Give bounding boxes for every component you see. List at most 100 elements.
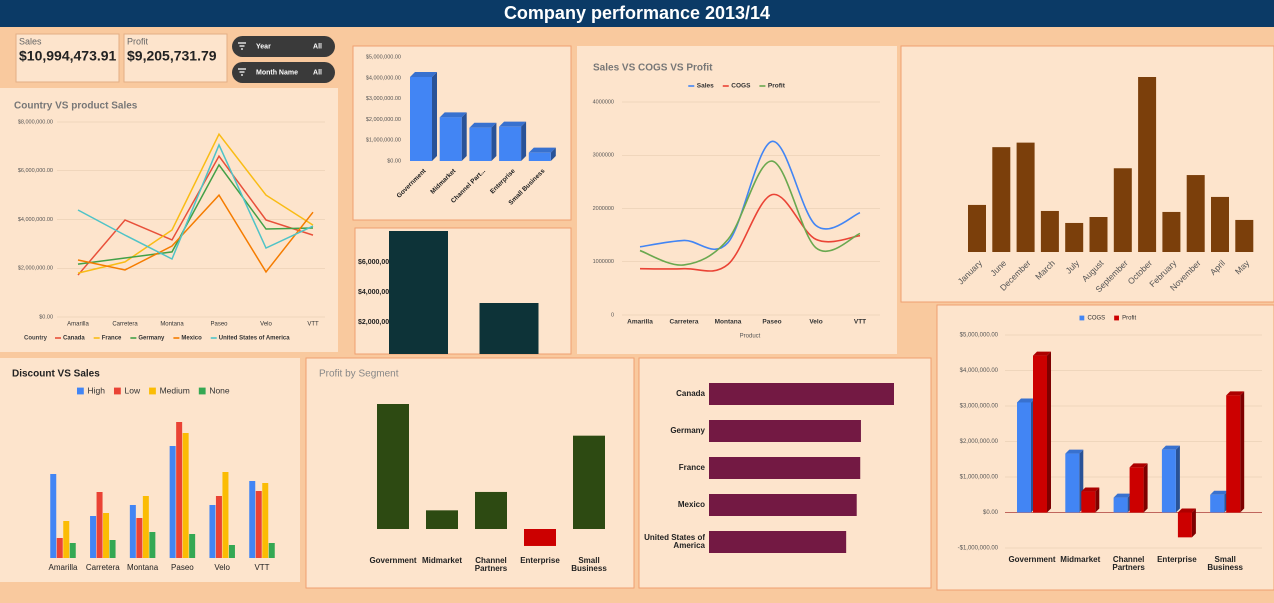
x-tick-label: Midmarket [421, 557, 462, 565]
filter-icon [238, 68, 246, 76]
bar [1138, 77, 1157, 252]
bar-side [1191, 508, 1196, 538]
legend-label: COGS [731, 83, 751, 90]
bar [499, 121, 527, 161]
bar [215, 496, 222, 558]
legend-label: Canada [63, 336, 85, 342]
y-tick-label: -$1,000,000.00 [958, 546, 999, 552]
bar [1089, 217, 1108, 252]
bar [1186, 175, 1205, 252]
bar [249, 481, 256, 558]
bar-front [1210, 494, 1225, 513]
bar-front [499, 126, 522, 161]
bar [1226, 391, 1245, 513]
y-tick-label: $2,000,000.00 [18, 266, 53, 272]
bar [63, 521, 70, 558]
kpi-value: $10,994,473.91 [19, 48, 117, 64]
legend: Country Canada France Germany Mexico United S… [24, 336, 290, 342]
legend: Sales COGS Profit [688, 83, 786, 90]
x-tick-label: Carretera [112, 322, 138, 328]
bar [389, 231, 448, 354]
bar [1065, 449, 1084, 513]
bar [69, 543, 76, 558]
bar-front [439, 117, 462, 161]
bar [1177, 508, 1196, 538]
bar [222, 472, 229, 558]
bar-side [550, 147, 556, 161]
bar [268, 543, 275, 558]
filter-value: All [313, 43, 322, 50]
x-tick-label: Amarilla [67, 322, 89, 328]
bar-top [1177, 508, 1196, 513]
chart-title: Sales VS COGS VS Profit [593, 63, 713, 74]
bar-top [410, 71, 437, 77]
bar-top [499, 121, 527, 127]
kpi-card [123, 33, 228, 83]
x-tick-label: Velo [809, 319, 822, 326]
y-tick-label: $8,000,000.00 [18, 119, 53, 125]
x-tick-label-box: Midmarket [421, 557, 462, 565]
bar [709, 420, 861, 442]
bar-side [432, 71, 437, 161]
y-tick-label: $5,000,000.00 [366, 54, 401, 60]
bar-front [1177, 512, 1192, 538]
legend-label: Profit [768, 83, 786, 90]
x-tick-label: Enterprise [520, 557, 560, 565]
bar-side [491, 122, 497, 161]
y-tick-label: $2,000,000.00 [960, 439, 999, 445]
x-tick-label: Government [369, 557, 417, 565]
bar [709, 494, 857, 516]
bar-front [1226, 395, 1241, 513]
y-category-label: Canada [676, 389, 705, 398]
bar-front [1033, 355, 1047, 513]
series-line [77, 163, 314, 265]
y-tick-label: $4,000,000.00 [358, 289, 403, 296]
bar [169, 446, 176, 558]
bar-top [1129, 463, 1148, 468]
bar [573, 435, 605, 529]
x-tick-label-box: Channel Partners [475, 557, 507, 573]
bar-top [1033, 351, 1051, 356]
bar-side [1095, 487, 1100, 513]
bar-top [1226, 391, 1245, 396]
bar [1113, 493, 1132, 513]
y-category-label-box: France [679, 464, 705, 472]
x-axis-title: Product [740, 334, 761, 340]
legend-swatch [1079, 315, 1085, 321]
chart-title: Discount VS Sales [12, 369, 100, 380]
filter-pill[interactable] [232, 62, 335, 83]
y-tick-label: $2,000,000.00 [366, 117, 401, 123]
legend-label: None [209, 385, 230, 395]
bar-front [1161, 449, 1176, 513]
filter-month[interactable]: Month Name All [232, 62, 335, 83]
x-tick-label: Paseo [762, 319, 781, 326]
y-tick-label: $4,000,000.00 [960, 368, 999, 374]
x-tick-label: Midmarket [1060, 556, 1101, 564]
legend-label: United States of America [219, 336, 290, 342]
bar [1162, 211, 1181, 252]
bar-front [1113, 497, 1128, 513]
bar-top [528, 147, 556, 153]
legend-swatch [77, 387, 84, 395]
filter-pill[interactable] [232, 36, 335, 57]
x-tick-label: Amarilla [627, 319, 653, 326]
x-tick-label: VTT [254, 563, 269, 572]
y-tick-label-box: $6,000,000.00 [358, 259, 403, 266]
legend-label: Medium [160, 385, 190, 395]
bar-top [439, 112, 467, 118]
bar-side [521, 121, 527, 161]
series-line [77, 193, 314, 274]
x-tick-label: Montana [160, 322, 184, 328]
bar [255, 491, 262, 558]
legend-title: Country [24, 336, 48, 342]
bar [469, 122, 497, 161]
bar [1033, 351, 1051, 513]
y-tick-label: 1000000 [593, 259, 614, 265]
bar-side [1240, 391, 1245, 513]
legend: High Low Medium None [77, 385, 230, 395]
legend-label: Profit [1122, 316, 1136, 322]
legend-swatch [198, 387, 206, 395]
y-tick-label: $4,000,000.00 [366, 75, 401, 81]
x-tick-label: Montana [715, 319, 742, 326]
filter-year[interactable]: Year All [232, 36, 335, 57]
